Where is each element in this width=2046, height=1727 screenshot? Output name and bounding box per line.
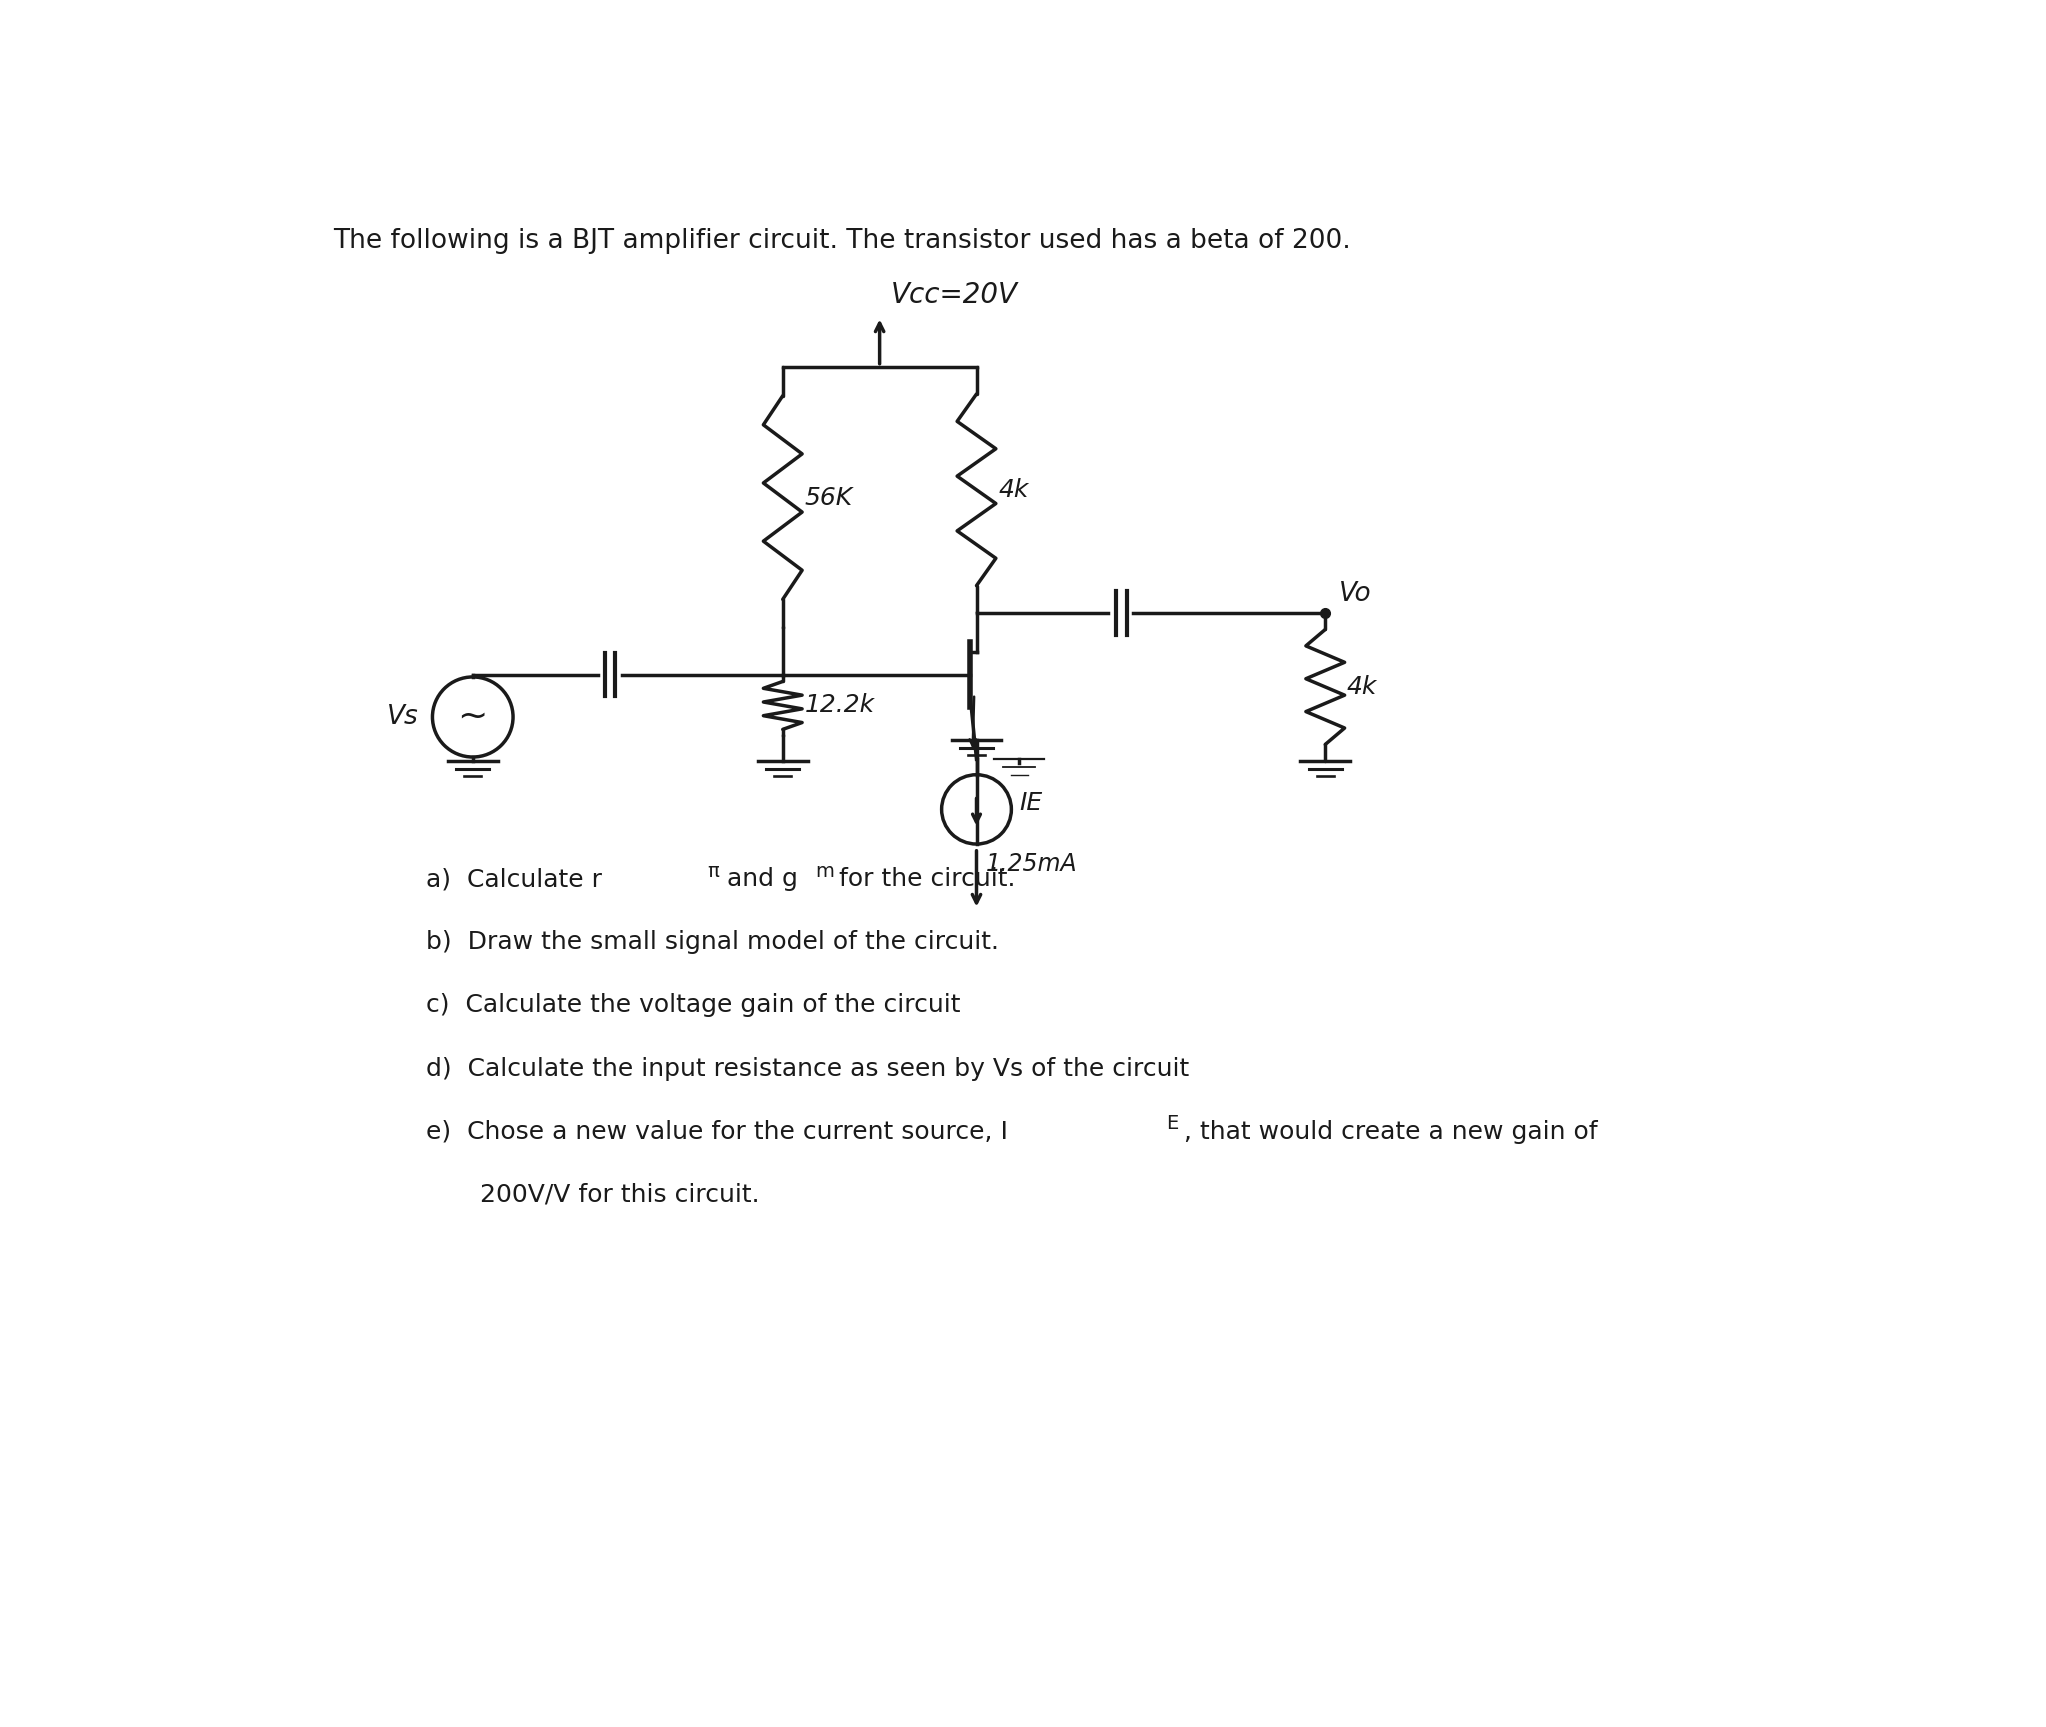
Text: , that would create a new gain of: , that would create a new gain of (1185, 1119, 1598, 1143)
Text: m: m (814, 862, 835, 881)
Text: b)  Draw the small signal model of the circuit.: b) Draw the small signal model of the ci… (426, 931, 998, 955)
Text: Vcc=20V: Vcc=20V (892, 282, 1019, 309)
Text: Vo: Vo (1340, 580, 1371, 606)
Text: Vs: Vs (387, 705, 419, 731)
Text: c)  Calculate the voltage gain of the circuit: c) Calculate the voltage gain of the cir… (426, 993, 962, 1017)
Text: 4k: 4k (998, 478, 1029, 503)
Text: 12.2k: 12.2k (804, 694, 874, 717)
Text: E: E (1166, 1114, 1178, 1133)
Text: π: π (706, 862, 718, 881)
Text: The following is a BJT amplifier circuit. The transistor used has a beta of 200.: The following is a BJT amplifier circuit… (333, 228, 1350, 254)
Text: a)  Calculate r: a) Calculate r (426, 867, 602, 891)
Text: for the circuit.: for the circuit. (831, 867, 1015, 891)
Text: ~: ~ (458, 699, 487, 734)
Text: IE: IE (1019, 791, 1041, 815)
Text: 200V/V for this circuit.: 200V/V for this circuit. (481, 1183, 761, 1207)
Text: 56K: 56K (804, 485, 853, 509)
Text: d)  Calculate the input resistance as seen by Vs of the circuit: d) Calculate the input resistance as see… (426, 1057, 1189, 1081)
Text: and g: and g (720, 867, 798, 891)
Text: 4k: 4k (1346, 675, 1377, 699)
Text: e)  Chose a new value for the current source, I: e) Chose a new value for the current sou… (426, 1119, 1009, 1143)
Text: 1.25mA: 1.25mA (986, 851, 1078, 876)
